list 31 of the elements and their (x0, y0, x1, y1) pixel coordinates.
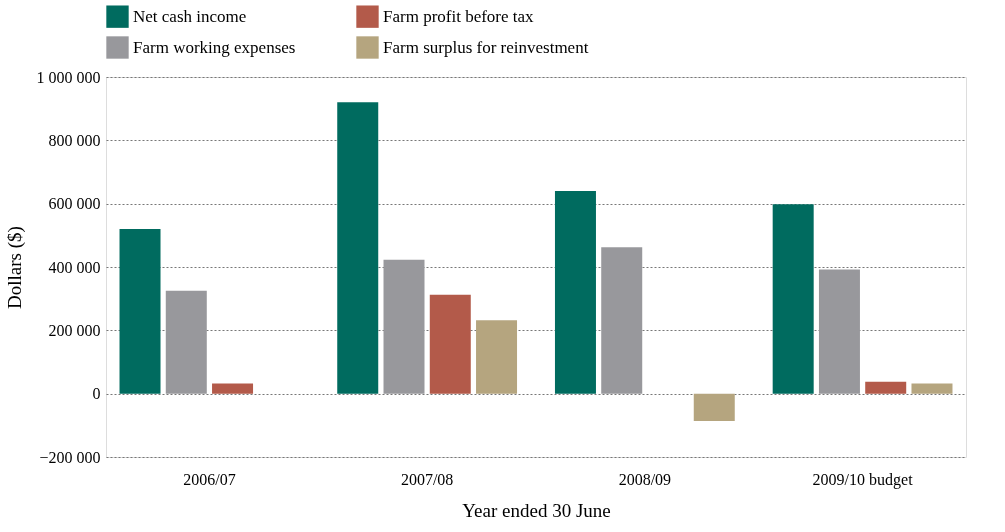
y-axis-title: Dollars ($) (3, 226, 26, 309)
bar (476, 320, 518, 394)
bar (165, 290, 207, 394)
bar (865, 381, 907, 394)
y-tick-label: 1 000 000 (36, 68, 101, 86)
x-axis-title: Year ended 30 June (462, 499, 611, 521)
legend-label: Farm profit before tax (383, 6, 535, 26)
legend-label: Farm surplus for reinvestment (383, 37, 589, 57)
x-tick-label: 2009/10 budget (812, 470, 914, 489)
bar (429, 294, 471, 394)
bar (119, 229, 161, 394)
y-tick-label: 800 000 (48, 131, 101, 149)
x-tick-label: 2007/08 (400, 470, 454, 488)
y-tick-label: 0 (92, 385, 101, 403)
bar (554, 191, 596, 394)
bar (911, 383, 953, 394)
bar (212, 383, 254, 394)
bar (818, 269, 860, 394)
y-tick-label: 600 000 (48, 195, 101, 213)
bar (693, 393, 735, 421)
y-tick-label: 400 000 (48, 258, 101, 276)
y-tick-label: −200 000 (39, 448, 101, 466)
legend-label: Farm working expenses (133, 37, 296, 57)
x-tick-label: 2008/09 (618, 470, 672, 488)
x-tick-label: 2006/07 (183, 470, 236, 488)
bar (772, 204, 814, 394)
y-tick-label: 200 000 (48, 321, 101, 339)
bar (337, 102, 379, 394)
legend-label: Net cash income (133, 6, 247, 26)
bar (383, 259, 425, 394)
bar (601, 247, 643, 394)
